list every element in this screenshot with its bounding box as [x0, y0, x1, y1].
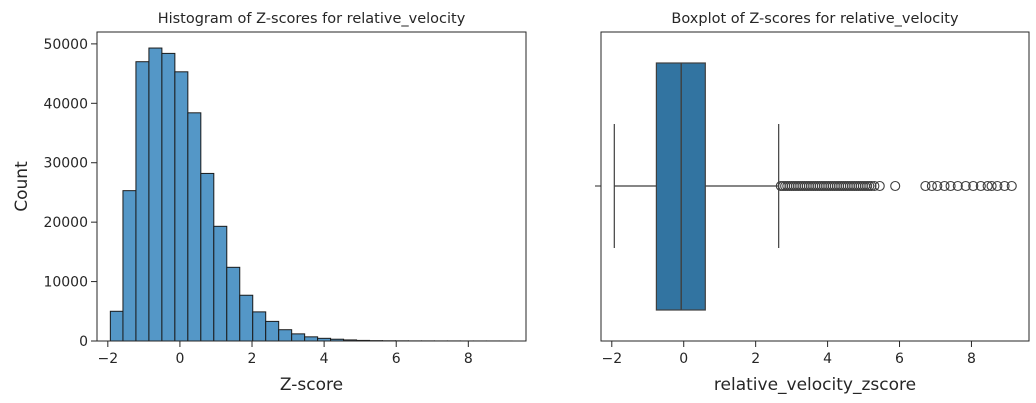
histogram-x-ticks: −2 0 2 4 6 8 [97, 341, 473, 367]
histogram-bar [252, 311, 267, 342]
boxplot-outlier [890, 180, 901, 192]
histogram-bar [187, 112, 202, 342]
histogram-bar [213, 225, 228, 342]
boxplot-outlier [968, 180, 979, 192]
histogram-x-axis-label: Z-score [280, 375, 343, 395]
boxplot-x-tick-label: 0 [679, 351, 688, 367]
histogram-x-tick-label: 2 [248, 351, 257, 367]
boxplot-outlier [992, 180, 1003, 192]
histogram-bar [291, 333, 306, 342]
boxplot-x-tick-label: 6 [895, 351, 904, 367]
histogram-x-tick-label: 4 [320, 351, 329, 367]
boxplot-outlier [999, 180, 1010, 192]
boxplot-outlier [960, 180, 971, 192]
boxplot-x-tick-label: 2 [751, 351, 760, 367]
boxplot-x-tick-label: 4 [823, 351, 832, 367]
histogram-x-tick-label: −2 [97, 351, 118, 367]
histogram-title: Histogram of Z-scores for relative_veloc… [158, 11, 466, 27]
histogram-x-tick-label: 0 [175, 351, 184, 367]
histogram-y-tick-label: 0 [79, 334, 88, 350]
boxplot-outlier [986, 180, 997, 192]
histogram-y-tick-label: 40000 [43, 96, 88, 112]
histogram-y-tick-label: 30000 [43, 156, 88, 172]
boxplot-outlier [1006, 180, 1017, 192]
histogram-y-tick-label: 10000 [43, 275, 88, 291]
histogram-bar [135, 61, 150, 342]
boxplot-x-ticks: −2 0 2 4 6 8 [601, 341, 976, 367]
boxplot-x-tick-label: −2 [601, 351, 622, 367]
histogram-chart: Histogram of Z-scores for relative_veloc… [12, 11, 527, 395]
boxplot-outlier [866, 180, 877, 192]
boxplot-outlier [920, 180, 931, 192]
boxplot-title: Boxplot of Z-scores for relative_velocit… [671, 11, 959, 27]
histogram-x-tick-label: 6 [392, 351, 401, 367]
boxplot-outlier [945, 180, 956, 192]
histogram-y-tick-label: 20000 [43, 215, 88, 231]
histogram-y-ticks: 0 10000 20000 30000 40000 50000 [43, 37, 97, 350]
boxplot-x-tick-label: 8 [967, 351, 976, 367]
boxplot-outlier [975, 180, 986, 192]
boxplot-elements [613, 62, 1017, 311]
boxplot-outlier [869, 180, 880, 192]
histogram-y-tick-label: 50000 [43, 37, 88, 53]
histogram-bar [200, 172, 215, 342]
histogram-y-axis-label: Count [12, 161, 32, 212]
boxplot-outlier [926, 180, 937, 192]
histogram-axes-frame [96, 31, 527, 342]
histogram-bars [109, 47, 513, 342]
boxplot-outlier [932, 180, 943, 192]
histogram-bar [148, 47, 163, 342]
boxplot-x-axis-label: relative_velocity_zscore [714, 375, 916, 395]
boxplot-chart: Boxplot of Z-scores for relative_velocit… [595, 11, 1030, 395]
histogram-x-tick-label: 8 [464, 351, 473, 367]
boxplot-outlier [939, 180, 950, 192]
histogram-bar [161, 52, 176, 342]
histogram-bar [278, 329, 293, 342]
histogram-bar [304, 336, 319, 342]
boxplot-outlier [874, 180, 885, 192]
histogram-bar [265, 320, 280, 342]
boxplot-outlier [982, 180, 993, 192]
histogram-bar [122, 190, 137, 342]
histogram-bar [226, 266, 241, 342]
histogram-bar [239, 294, 254, 342]
boxplot-outlier [952, 180, 963, 192]
histogram-bar [174, 71, 189, 342]
histogram-bar [109, 310, 124, 342]
